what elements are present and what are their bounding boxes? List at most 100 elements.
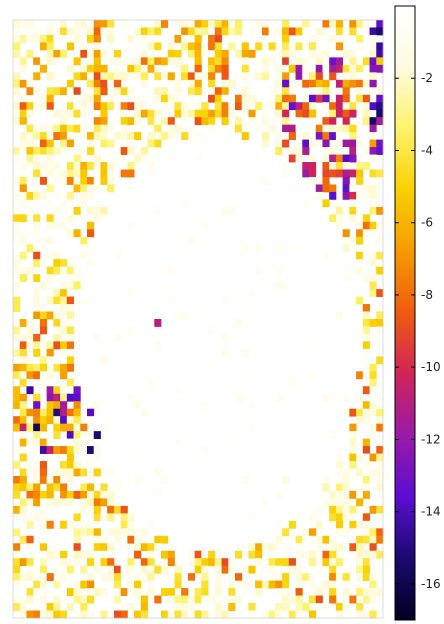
heatmap-cell [66,408,74,417]
heatmap-cell [362,79,370,88]
heatmap-cell [93,64,101,73]
heatmap-cell [33,289,41,297]
heatmap-cell [53,363,61,372]
heatmap-cell [335,34,344,43]
heatmap-cell [349,438,357,447]
heatmap-cell [282,42,290,51]
heatmap-cell [39,319,48,327]
heatmap-cell [93,57,101,66]
heatmap-cell [87,580,95,589]
heatmap-cell [60,573,68,582]
heatmap-cell [356,259,364,268]
heatmap-cell [295,610,303,619]
heatmap-cell [369,199,377,208]
heatmap-cell [60,401,68,410]
heatmap-cell [53,319,61,327]
heatmap-cell [80,236,88,245]
heatmap-cell [295,535,303,544]
heatmap-cell [147,94,155,103]
heatmap-cell [46,438,54,447]
heatmap-cell [66,281,74,290]
heatmap-cell [140,595,148,604]
heatmap-cell [39,573,48,582]
heatmap-cell [53,498,61,507]
heatmap-cell [19,603,27,611]
heatmap-cell [87,132,95,141]
heatmap-cell [342,87,350,96]
heatmap-cell [376,132,384,141]
colorbar-tick-label: -4 [421,143,433,157]
heatmap-cell [174,438,182,447]
heatmap-cell [194,595,202,604]
heatmap-cell [329,573,337,582]
heatmap-cell [356,296,364,305]
heatmap-cell [214,610,222,619]
heatmap-cell [53,27,61,36]
heatmap-cell [39,34,48,43]
heatmap-cell [107,124,115,133]
heatmap-cell [194,565,202,574]
heatmap-cell [26,326,34,335]
heatmap-cell [295,124,303,133]
heatmap-cell [87,221,95,230]
heatmap-cell [66,438,74,447]
heatmap-cell [80,490,88,499]
heatmap-cell [53,109,61,118]
heatmap-cell [127,162,135,170]
heatmap-cell [100,176,108,185]
heatmap-cell [167,132,175,141]
heatmap-cell [127,72,135,81]
heatmap-cell [39,102,48,111]
heatmap-cell [127,520,135,529]
heatmap-cell [356,520,364,529]
heatmap-cell [53,259,61,268]
heatmap-cell [66,498,74,507]
heatmap-cell [376,446,384,454]
heatmap-cell [154,109,162,118]
heatmap-cell [349,468,357,477]
heatmap-cell [356,468,364,477]
heatmap-cell [261,565,270,574]
heatmap-cell [39,236,48,245]
heatmap-cell [261,109,270,118]
heatmap-cell [362,535,370,544]
heatmap-cell [235,27,243,36]
heatmap-cell [275,102,283,111]
heatmap-cell [369,281,377,290]
heatmap-cell [235,49,243,58]
heatmap-cell [93,34,101,43]
heatmap-cell [60,386,68,395]
heatmap-cell [100,169,108,178]
heatmap-cell [201,528,209,537]
heatmap-cell [19,79,27,88]
heatmap-cell [140,102,148,111]
heatmap-cell [335,558,344,567]
heatmap-cell [53,550,61,559]
heatmap-cell [349,27,357,36]
heatmap-cell [181,595,189,604]
heatmap-cell [329,543,337,552]
heatmap-cell [39,558,48,567]
heatmap-cell [349,423,357,432]
heatmap-cell [53,326,61,335]
heatmap-cell [181,102,189,111]
heatmap-cell [87,475,95,484]
heatmap-cell [167,558,175,567]
heatmap-cell [369,319,377,327]
heatmap-cell [268,124,276,133]
heatmap-cell [268,573,276,582]
heatmap-cell [208,117,216,126]
heatmap-cell [349,102,357,111]
heatmap-cell [282,94,290,103]
heatmap-cell [93,401,101,410]
heatmap-cell [302,580,310,589]
heatmap-cell [282,117,290,126]
heatmap-cell [80,27,88,36]
heatmap-cell [356,371,364,380]
heatmap-cell [113,79,122,88]
heatmap-cell [73,461,81,469]
heatmap-cell [356,102,364,111]
heatmap-cell [100,72,108,81]
heatmap-cell [342,49,350,58]
heatmap-cell [33,438,41,447]
